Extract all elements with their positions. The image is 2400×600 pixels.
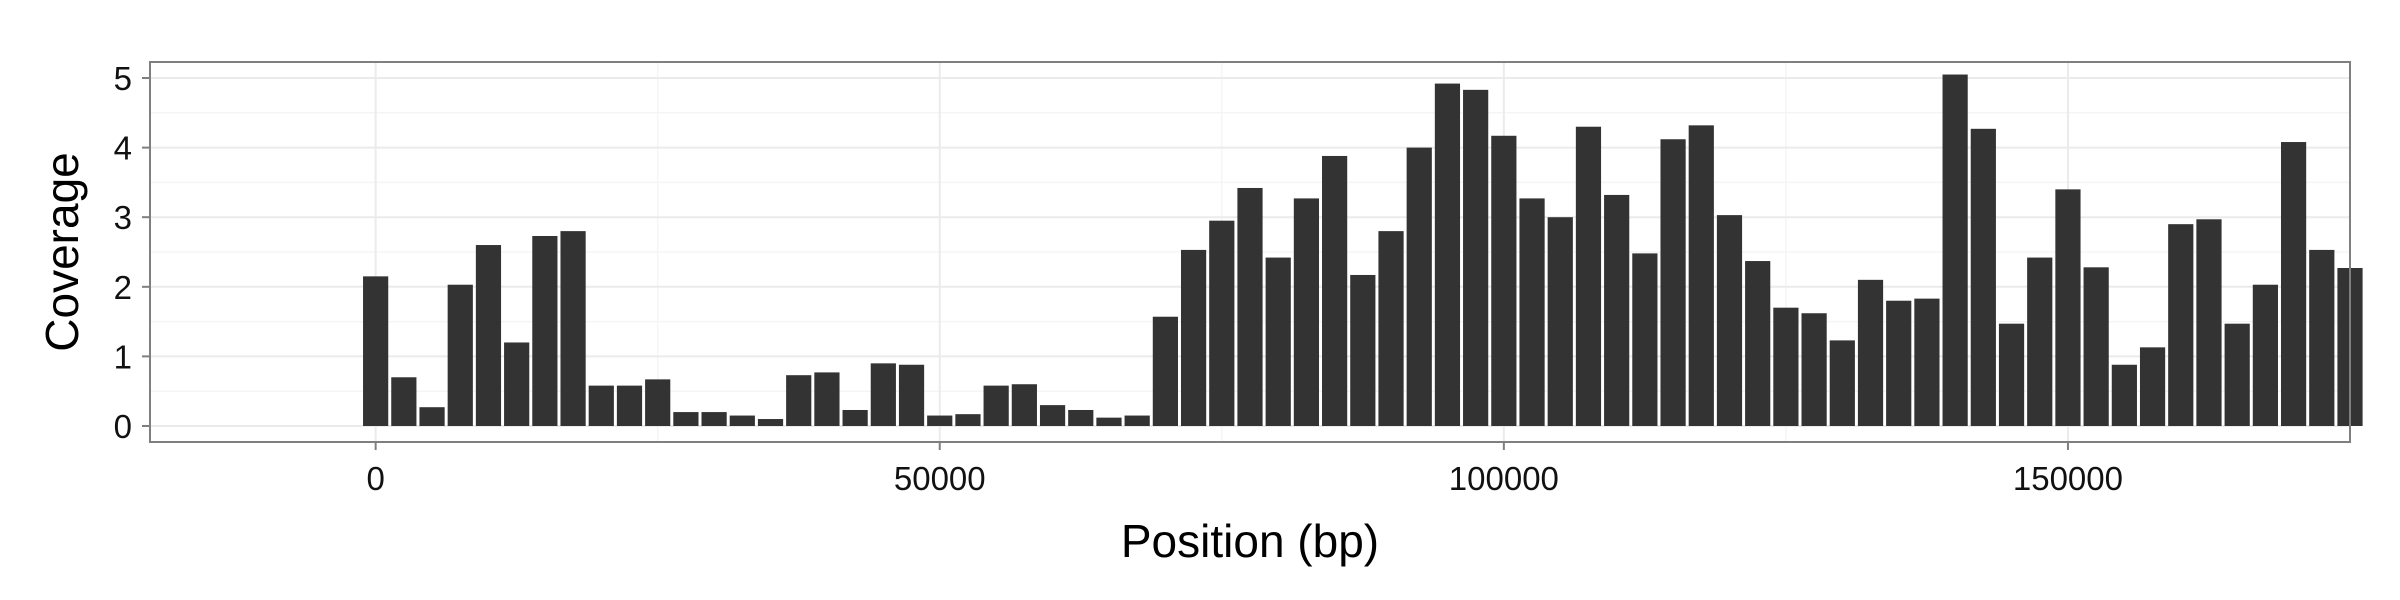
bar xyxy=(363,276,389,426)
bar xyxy=(1463,89,1489,426)
y-tick-label: 1 xyxy=(114,338,132,375)
x-tick-label: 50000 xyxy=(894,460,986,497)
bar xyxy=(814,372,840,426)
bar xyxy=(842,409,868,426)
bar xyxy=(1519,198,1545,426)
bar xyxy=(1039,405,1066,426)
bar xyxy=(532,235,558,426)
bar xyxy=(1716,215,1743,426)
bar xyxy=(1942,74,1968,426)
bar xyxy=(1801,313,1827,426)
bar xyxy=(729,415,755,426)
bar xyxy=(2055,189,2081,426)
bar xyxy=(2083,267,2109,426)
x-axis: 0 50000 100000 150000 xyxy=(366,442,2123,497)
bar xyxy=(1068,409,1094,426)
bar xyxy=(1857,279,1884,426)
panel-border xyxy=(149,61,2351,443)
bar xyxy=(1322,155,1348,426)
bar xyxy=(560,231,586,426)
bar xyxy=(1604,194,1630,426)
bar xyxy=(1745,261,1771,426)
bar xyxy=(1378,231,1404,426)
bar xyxy=(1491,135,1517,426)
y-axis-title: Coverage xyxy=(36,152,88,351)
bar xyxy=(1829,340,1855,426)
bar xyxy=(1209,220,1235,426)
bar xyxy=(1237,187,1263,426)
bar xyxy=(447,284,473,426)
bar xyxy=(927,415,953,426)
bar xyxy=(1406,147,1432,426)
bar xyxy=(955,414,981,426)
bar xyxy=(1575,126,1602,426)
bar xyxy=(2224,323,2250,426)
bar xyxy=(1970,128,1996,426)
bar xyxy=(2139,347,2166,426)
x-tick-label: 100000 xyxy=(1449,460,1559,497)
bar xyxy=(1152,316,1178,426)
y-tick-label: 3 xyxy=(114,199,132,236)
bar xyxy=(588,385,614,426)
bar xyxy=(2111,364,2137,426)
bar xyxy=(1293,198,1320,426)
bar xyxy=(2196,219,2222,426)
bar xyxy=(1547,217,1573,426)
bar xyxy=(701,412,727,426)
bar xyxy=(475,245,502,426)
bar xyxy=(1434,83,1461,426)
bar xyxy=(1632,253,1658,426)
bar xyxy=(504,342,530,426)
y-axis: 0 1 2 3 4 5 xyxy=(114,60,150,445)
bar xyxy=(1660,139,1686,426)
bar xyxy=(1096,417,1122,426)
bar xyxy=(673,412,699,426)
bar xyxy=(2309,249,2335,426)
bars-group xyxy=(363,74,2363,426)
x-tick-label: 0 xyxy=(366,460,384,497)
bar xyxy=(983,385,1009,426)
bar xyxy=(1011,384,1037,426)
bar xyxy=(1180,249,1207,426)
bar xyxy=(1124,415,1150,426)
x-tick-label: 150000 xyxy=(2013,460,2123,497)
x-axis-title: Position (bp) xyxy=(1121,515,1379,567)
bar xyxy=(757,419,784,426)
y-tick-label: 5 xyxy=(114,60,132,97)
bar xyxy=(2252,284,2278,426)
bar xyxy=(1998,323,2025,426)
bar xyxy=(616,385,643,426)
bar xyxy=(1886,300,1912,426)
bar xyxy=(1265,257,1291,426)
bar xyxy=(2168,224,2194,426)
bar xyxy=(870,363,896,426)
bar xyxy=(419,407,445,426)
bar xyxy=(2027,257,2053,426)
bar xyxy=(391,377,417,426)
y-tick-label: 4 xyxy=(114,130,132,167)
bar xyxy=(1914,298,1940,426)
bar xyxy=(786,375,812,426)
bar xyxy=(2280,142,2307,426)
bar xyxy=(1773,307,1799,426)
bar xyxy=(898,364,925,426)
bar xyxy=(1350,274,1376,426)
bar xyxy=(645,379,671,426)
y-tick-label: 0 xyxy=(114,408,132,445)
bar xyxy=(1688,125,1714,426)
y-tick-label: 2 xyxy=(114,269,132,306)
